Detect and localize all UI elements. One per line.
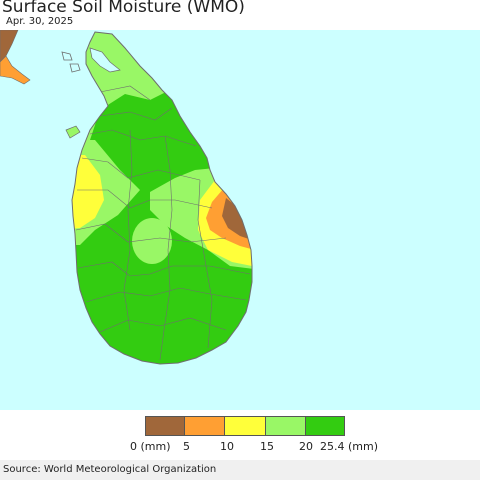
jaffna-lagoon [89, 47, 121, 73]
legend-tick-25: 25.4 (mm) [320, 440, 379, 453]
legend-frame [145, 416, 345, 436]
zone-0-5-east [222, 198, 252, 240]
island-1 [61, 51, 73, 61]
india-coast [0, 55, 31, 85]
legend-tick-5: 5 [183, 440, 190, 453]
legend-bar [145, 416, 346, 436]
legend-tick-0: 0 (mm) [130, 440, 171, 453]
map-title: Surface Soil Moisture (WMO) [2, 0, 245, 17]
legend-swatch-5-10 [185, 416, 226, 436]
mannar-island [65, 125, 81, 139]
legend-tick-15: 15 [260, 440, 274, 453]
india-landmass [0, 30, 19, 63]
zone-10-15-west [72, 155, 104, 230]
map-date: Apr. 30, 2025 [6, 16, 74, 27]
zone-15-20-central [132, 218, 172, 264]
legend-swatch-15-20 [265, 416, 306, 436]
island-2 [69, 63, 81, 73]
legend-tick-20: 20 [299, 440, 313, 453]
source-credit: Source: World Meteorological Organizatio… [3, 464, 217, 475]
district-borders [75, 85, 251, 361]
legend-swatch-0-5 [145, 416, 186, 436]
legend-swatch-20-25 [305, 416, 346, 436]
legend-tick-10: 10 [220, 440, 234, 453]
soil-moisture-map [0, 30, 480, 410]
footer-bar: Source: World Meteorological Organizatio… [0, 460, 480, 480]
legend-swatch-10-15 [225, 416, 266, 436]
